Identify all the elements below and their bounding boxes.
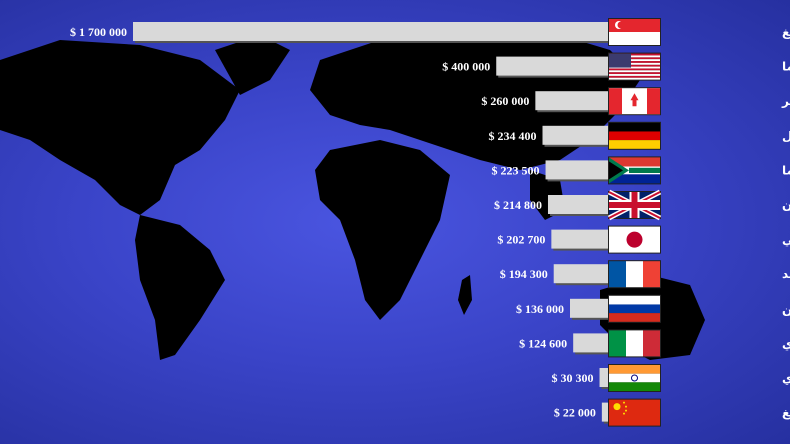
china-flag-icon bbox=[608, 398, 661, 427]
category-label: فرانسوا هولاند bbox=[782, 267, 790, 282]
france-flag-icon bbox=[608, 260, 661, 289]
bar bbox=[570, 298, 608, 318]
singapore-flag-icon bbox=[608, 18, 661, 46]
value-label: $ 260 000 bbox=[481, 94, 529, 108]
usa-flag-icon bbox=[608, 52, 661, 81]
value-label: $ 202 700 bbox=[497, 233, 545, 247]
category-label: ماتيو رينزي bbox=[782, 336, 790, 351]
south-africa-flag-icon bbox=[608, 156, 661, 185]
value-label: $ 136 000 bbox=[516, 302, 564, 316]
canada-flag-icon bbox=[608, 87, 661, 116]
category-label: باراك أوباما bbox=[782, 59, 790, 75]
category-label: أنجيلا ميركل bbox=[782, 128, 790, 143]
bar bbox=[535, 91, 608, 111]
value-label: $ 194 300 bbox=[500, 267, 548, 281]
bar bbox=[573, 333, 608, 353]
value-label: $ 124 600 bbox=[519, 336, 567, 350]
bar bbox=[547, 195, 608, 214]
category-label: لي هسين لونغ bbox=[782, 25, 790, 40]
category-label: ستيفن هاربر bbox=[781, 94, 790, 108]
value-label: $ 214 800 bbox=[494, 198, 542, 212]
bar bbox=[553, 264, 608, 284]
category-label: شي جينغ بينغ bbox=[782, 406, 790, 420]
category-label: جاكوب زوما bbox=[782, 163, 790, 178]
category-label: آبي bbox=[782, 232, 790, 247]
bar bbox=[601, 402, 608, 422]
value-label: $ 30 300 bbox=[552, 371, 594, 385]
bar bbox=[133, 22, 608, 41]
value-label: $ 22 000 bbox=[554, 406, 596, 420]
bar bbox=[542, 125, 608, 145]
value-label: $ 400 000 bbox=[442, 60, 490, 74]
bar bbox=[545, 160, 608, 180]
japan-flag-icon bbox=[608, 225, 661, 254]
category-label: ديفيد كاميرون bbox=[782, 198, 790, 213]
india-flag-icon bbox=[608, 364, 661, 392]
russia-flag-icon bbox=[608, 294, 661, 323]
bar bbox=[599, 368, 608, 387]
uk-flag-icon bbox=[607, 189, 662, 221]
italy-flag-icon bbox=[608, 329, 661, 358]
value-label: $ 1 700 000 bbox=[70, 25, 127, 39]
category-label: ناريندرا مودي bbox=[782, 371, 790, 386]
value-label: $ 223 500 bbox=[492, 163, 540, 177]
germany-flag-icon bbox=[608, 121, 661, 150]
bar bbox=[551, 229, 608, 249]
value-label: $ 234 400 bbox=[489, 129, 537, 143]
category-label: فلاديمير بوتين bbox=[782, 302, 790, 317]
bar bbox=[496, 56, 608, 76]
